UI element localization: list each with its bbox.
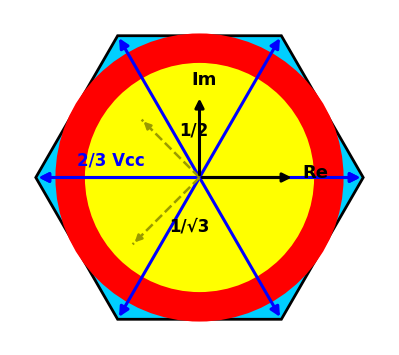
Polygon shape bbox=[36, 36, 363, 319]
Text: Im: Im bbox=[192, 71, 217, 89]
Circle shape bbox=[55, 33, 344, 322]
Text: Re: Re bbox=[302, 164, 329, 182]
Text: 2/3 Vcc: 2/3 Vcc bbox=[77, 151, 144, 169]
Text: 1/√3: 1/√3 bbox=[169, 218, 209, 235]
Text: 1/2: 1/2 bbox=[179, 121, 208, 139]
Circle shape bbox=[85, 63, 314, 292]
